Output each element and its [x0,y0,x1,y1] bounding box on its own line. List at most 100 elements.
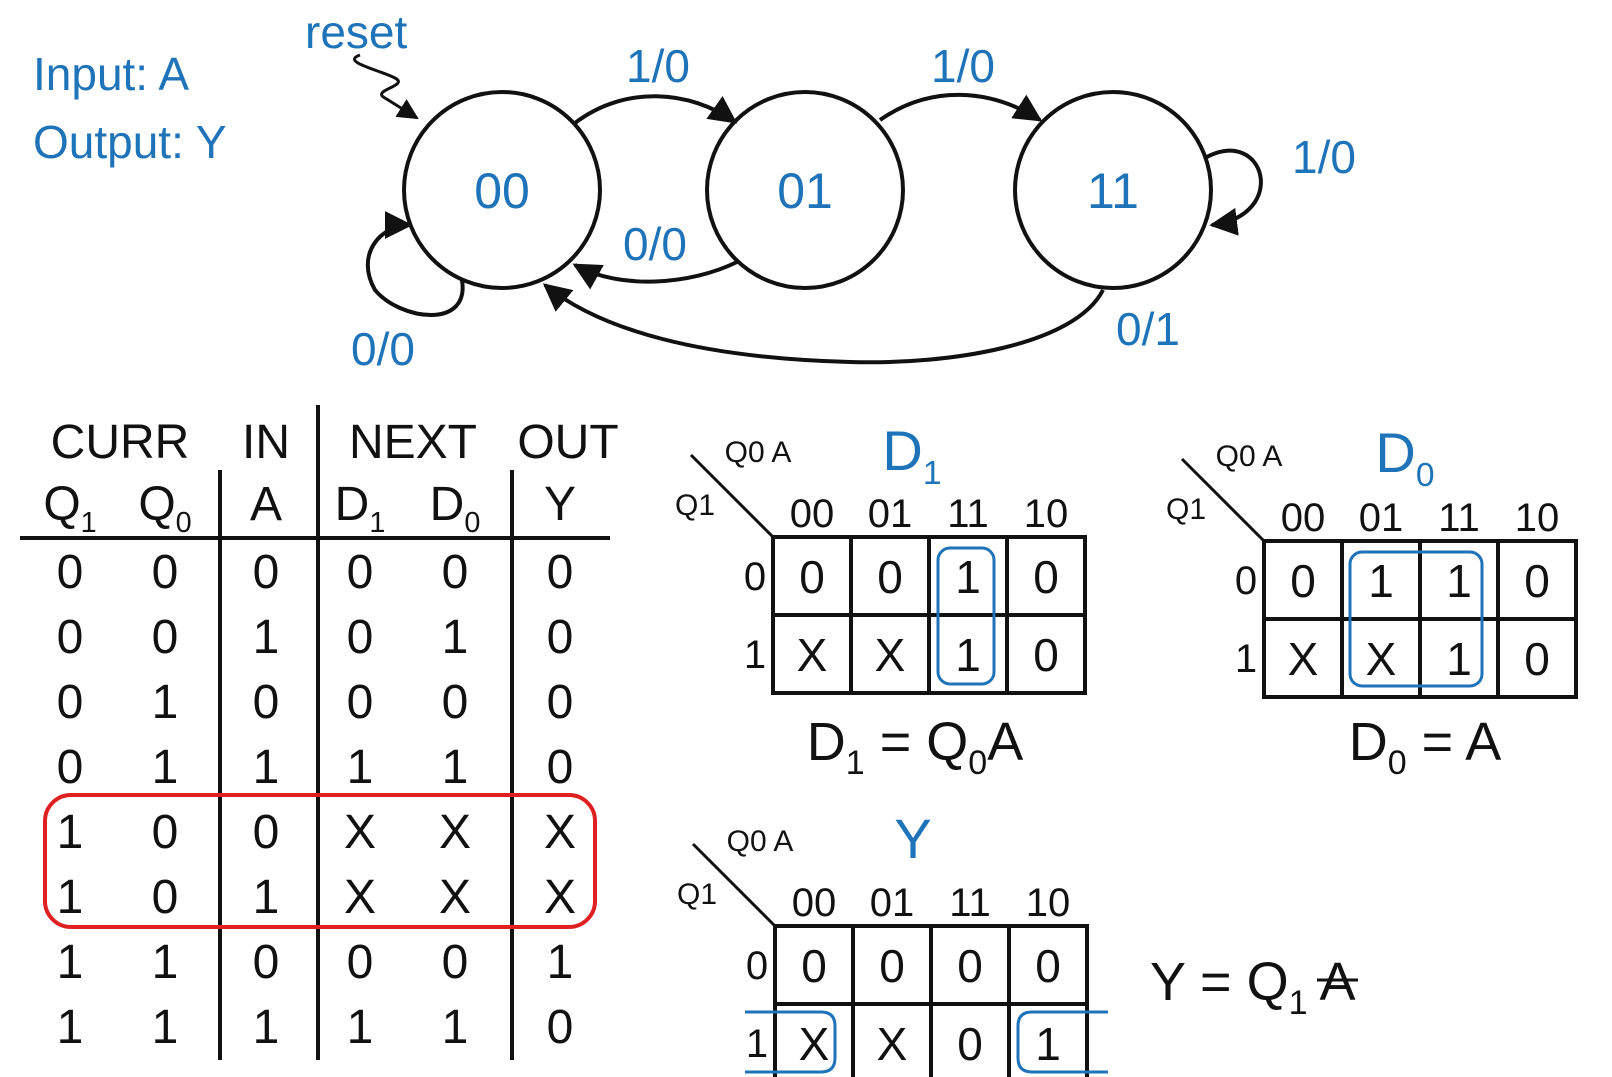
table-cell: 0 [253,936,280,989]
kmap-col-label: 00 [792,881,837,925]
table-cell: 1 [253,871,280,924]
table-cell: 1 [442,741,469,794]
kmap-cell: X [875,629,906,681]
table-cell: 0 [57,546,84,599]
edge-11-to-00-label: 0/1 [1116,303,1180,355]
kmap-group-wrap-right [1016,1010,1108,1074]
table-cell: 0 [347,676,374,729]
kmap-d0-title-base: D [1375,421,1415,484]
table-row: 0 1 0 0 0 0 [57,676,574,729]
kmap-d1-title-base: D [882,419,922,482]
table-cell: 0 [152,611,179,664]
column-headers: Q1 Q0 A D1 D0 Y [43,478,576,539]
equation-lhs: D [1349,712,1388,772]
table-row: 1 0 0 X X X [57,806,576,859]
kmap-cell: 1 [1446,555,1472,607]
kmap-col-variable: Q0 A [727,825,794,858]
kmap-y-title-base: Y [894,807,931,870]
table-cell: 1 [152,741,179,794]
kmap-col-label: 00 [790,492,835,536]
kmap-cell: 0 [877,551,903,603]
table-cell: 0 [152,806,179,859]
table-cell: 1 [442,1001,469,1054]
equation-rhs-sub: 1 [1289,984,1308,1022]
table-cell: X [344,806,376,859]
kmap-cell: 0 [1524,633,1550,685]
kmap-y-equation: Y = Q1 A [1150,952,1356,1022]
table-cell: 0 [57,676,84,729]
kmap-col-label: 01 [868,492,913,536]
kmap-cell: 0 [1033,551,1059,603]
kmap-d1-title-sub: 1 [923,455,942,492]
kmap-row-variable: Q1 [675,489,715,522]
kmap-col-label: 11 [949,881,991,925]
table-cell: 0 [57,611,84,664]
edge-00-self [365,211,465,317]
edge-01-to-00-label: 0/0 [623,218,687,270]
kmap-col-label: 11 [947,492,989,536]
col-header-4: D0 [430,478,481,539]
table-cell: 1 [547,936,574,989]
kmap-diagonal [691,842,777,928]
kmap-cell: 1 [1035,1018,1061,1070]
equation-rhs: A [1465,712,1501,772]
kmap-cell: 0 [801,940,827,992]
equation-rhs-sub: 0 [968,744,987,782]
output-label: Output: Y [33,116,227,168]
kmap-group-wrap-left [745,1010,837,1074]
kmap-cell: X [799,1018,830,1070]
kmap-y-title: Y [894,807,931,870]
kmap-col-variable: Q0 A [1216,440,1283,473]
kmap-col-variable: Q0 A [725,436,792,469]
kmap-diagonal [689,453,775,539]
col-header-1-base: Q [138,478,175,531]
kmap-row-label: 0 [744,555,766,599]
state-01-circle [705,90,905,290]
col-header-2: A [250,478,282,531]
equation-eq: = [865,712,927,772]
table-cell: X [439,806,471,859]
kmap-cell: X [797,629,828,681]
table-cell: 1 [347,741,374,794]
table-cell: 1 [152,1001,179,1054]
edge-11-self-label: 1/0 [1292,131,1356,183]
kmap-col-label: 10 [1026,881,1071,925]
col-header-0-sub: 1 [81,507,97,539]
kmap-cell: 1 [955,551,981,603]
table-cell: 0 [442,676,469,729]
reset-label: reset [305,6,407,58]
col-header-5: Y [544,478,576,531]
truth-table: CURR IN NEXT OUT Q1 Q0 A D1 D0 Y 0 0 0 0 0 00 0 1 0 1 0… [20,405,619,1060]
col-header-4-sub: 0 [464,507,480,539]
equation-rhs-tail: A [1308,952,1356,1012]
equation-lhs-sub: 0 [1388,744,1407,782]
table-cell: 0 [253,546,280,599]
kmap-cell: 0 [1524,555,1550,607]
table-cell: 0 [253,806,280,859]
edge-00-to-01 [573,94,738,125]
table-cell: 1 [253,1001,280,1054]
kmap-row-label: 0 [1235,559,1257,603]
kmap-row-label: 1 [1235,637,1257,681]
kmap-cell: 0 [957,1018,983,1070]
table-cell: 1 [253,611,280,664]
input-label: Input: A [33,48,189,100]
equation-rhs: Q [1247,952,1289,1012]
edge-11-to-00 [542,283,1105,365]
col-header-0-base: Q [43,478,80,531]
state-diagram: reset 00 01 11 1/0 1/0 1/0 0/0 0/0 0/1 [305,6,1356,375]
table-cell: 0 [442,546,469,599]
state-11-label: 11 [1087,163,1139,219]
kmap-cell: 1 [1446,633,1472,685]
table-cell: 0 [347,611,374,664]
equation-lhs: Y [1150,952,1185,1012]
kmap-row-variable: Q1 [677,878,717,911]
kmap-cell: X [1288,633,1319,685]
kmap-d0-title: D0 [1375,421,1434,494]
table-cell: 0 [547,676,574,729]
header-next: NEXT [349,416,477,469]
table-row: 0 0 1 0 1 0 [57,611,574,664]
